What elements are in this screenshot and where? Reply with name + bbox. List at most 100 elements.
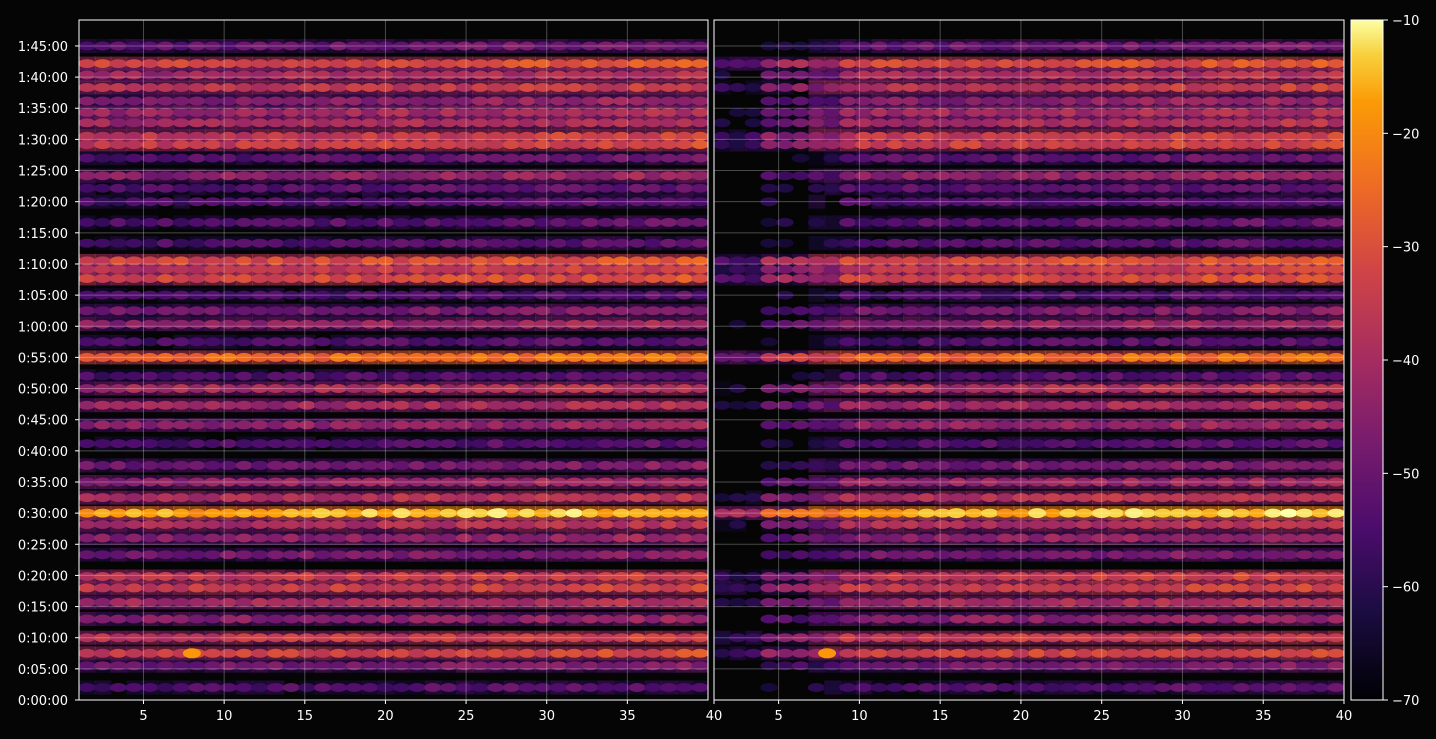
heatmap-point: [377, 238, 395, 248]
heatmap-point: [502, 131, 520, 141]
heatmap-point: [487, 520, 505, 529]
heatmap-point: [188, 118, 206, 128]
heatmap-point: [298, 550, 316, 560]
heatmap-point: [298, 171, 316, 181]
heatmap-point: [314, 520, 332, 529]
heatmap-point: [612, 477, 631, 487]
heatmap-point: [172, 83, 190, 92]
heatmap-point: [534, 420, 552, 430]
heatmap-point: [644, 274, 662, 283]
heatmap-point: [691, 533, 708, 543]
heatmap-point: [550, 420, 568, 430]
heatmap-point: [902, 41, 920, 51]
heatmap-point: [345, 493, 363, 503]
heatmap-point: [329, 493, 348, 503]
heatmap-point: [156, 420, 175, 430]
heatmap-point: [109, 384, 127, 393]
heatmap-point: [424, 83, 442, 92]
heatmap-point: [251, 439, 269, 449]
heatmap-point: [392, 171, 410, 181]
heatmap-point: [455, 597, 473, 607]
heatmap-point: [660, 70, 678, 80]
heatmap-point: [455, 107, 473, 117]
heatmap-point: [660, 460, 678, 470]
heatmap-point: [329, 550, 348, 560]
heatmap-point: [156, 439, 175, 449]
heatmap-point: [660, 264, 678, 274]
heatmap-point: [125, 648, 143, 658]
heatmap-point: [424, 337, 442, 347]
heatmap-point: [408, 460, 426, 470]
heatmap-point: [79, 597, 96, 607]
heatmap-point: [109, 352, 127, 362]
heatmap-point: [487, 597, 505, 607]
heatmap-point: [628, 460, 646, 470]
heatmap-point: [219, 83, 237, 92]
heatmap-point: [94, 633, 112, 643]
heatmap-point: [439, 153, 458, 163]
heatmap-point: [125, 420, 143, 430]
heatmap-point: [644, 583, 662, 593]
heatmap-point: [675, 400, 694, 410]
heatmap-cell: [808, 288, 826, 303]
heatmap-point: [282, 508, 300, 518]
heatmap-point: [550, 256, 568, 266]
heatmap-point: [172, 352, 190, 362]
heatmap-point: [235, 683, 253, 692]
heatmap-point: [314, 477, 332, 487]
heatmap-point: [251, 238, 269, 248]
heatmap-point: [455, 217, 473, 227]
heatmap-point: [424, 352, 442, 362]
heatmap-point: [392, 337, 410, 347]
heatmap-point: [156, 70, 175, 80]
heatmap-point: [329, 59, 348, 69]
heatmap-point: [550, 274, 568, 283]
heatmap-point: [439, 238, 458, 248]
heatmap-point: [534, 96, 552, 106]
heatmap-point: [675, 661, 694, 671]
heatmap-point: [392, 661, 410, 671]
heatmap-point: [660, 256, 678, 266]
heatmap-point: [439, 597, 458, 607]
heatmap-point: [550, 83, 568, 92]
heatmap-point: [565, 274, 583, 283]
heatmap-point: [408, 583, 426, 593]
heatmap-point: [644, 400, 662, 410]
heatmap-point: [377, 264, 395, 274]
heatmap-point: [267, 337, 285, 347]
heatmap-point: [502, 171, 520, 181]
heatmap-point: [644, 238, 662, 248]
heatmap-point: [361, 583, 379, 593]
heatmap-point: [172, 614, 190, 624]
heatmap-point: [345, 633, 363, 643]
heatmap-point: [675, 256, 694, 266]
heatmap-point: [219, 572, 237, 581]
heatmap-point: [487, 460, 505, 470]
heatmap-point: [267, 70, 285, 80]
left-heatmap-panel: [79, 20, 708, 700]
heatmap-point: [565, 217, 583, 227]
heatmap-point: [219, 508, 237, 518]
heatmap-point: [502, 352, 520, 362]
heatmap-point: [565, 648, 583, 658]
heatmap-point: [109, 683, 127, 692]
heatmap-point: [691, 420, 708, 430]
heatmap-point: [94, 520, 112, 529]
heatmap-point: [329, 70, 348, 80]
heatmap-point: [235, 420, 253, 430]
heatmap-point: [581, 140, 599, 150]
heatmap-point: [886, 41, 904, 51]
heatmap-point: [424, 131, 442, 141]
heatmap-point: [424, 533, 442, 543]
heatmap-point: [518, 96, 536, 106]
heatmap-point: [188, 420, 206, 430]
heatmap-point: [235, 400, 253, 410]
heatmap-point: [502, 533, 520, 543]
heatmap-point: [565, 41, 583, 51]
heatmap-point: [439, 661, 458, 671]
heatmap-point: [487, 183, 505, 193]
heatmap-point: [361, 683, 379, 692]
heatmap-point: [660, 550, 678, 560]
heatmap-point: [581, 256, 599, 266]
heatmap-point: [628, 493, 646, 503]
